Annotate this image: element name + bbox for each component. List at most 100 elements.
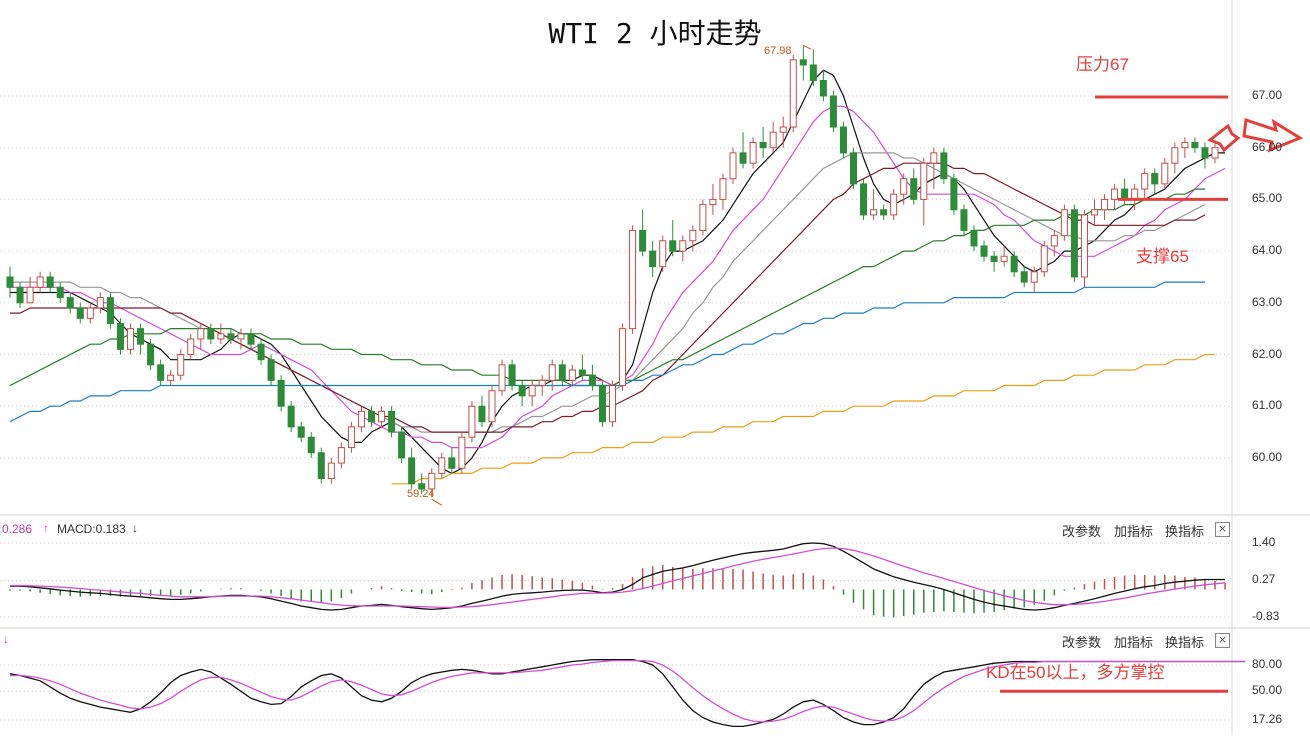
candle-body xyxy=(378,410,386,423)
candle-body xyxy=(187,338,195,355)
candle-body xyxy=(46,276,54,288)
candle-body xyxy=(769,131,777,149)
kd-tick-17.26: 17.26 xyxy=(1252,712,1283,726)
candle-body xyxy=(1060,209,1068,237)
candle-body xyxy=(247,333,255,345)
ma-line-ma10 xyxy=(10,105,1226,449)
candle-body xyxy=(940,152,948,180)
ma-line-ma120 xyxy=(9,281,1205,423)
candle-body xyxy=(799,59,807,66)
kd-tick-50.00: 50.00 xyxy=(1252,683,1283,698)
candle-body xyxy=(749,142,757,164)
candle-body xyxy=(1151,173,1159,185)
macd-close-icon[interactable]: × xyxy=(1215,522,1230,537)
candle-body xyxy=(337,447,345,464)
candle-body xyxy=(528,385,536,397)
candle-body xyxy=(1020,271,1028,283)
candle-body xyxy=(76,307,84,319)
candle-body xyxy=(197,328,205,340)
candle-body xyxy=(36,276,44,288)
candle-body xyxy=(66,297,74,309)
candle-body xyxy=(619,328,627,387)
candle-body xyxy=(297,426,305,438)
candle-body xyxy=(1000,255,1008,262)
price-tick-61.00: 61.00 xyxy=(1252,398,1283,413)
candle-body xyxy=(307,436,315,454)
candle-body xyxy=(126,328,135,350)
candle-body xyxy=(277,379,285,407)
candle-body xyxy=(468,405,476,438)
candle-body xyxy=(367,410,376,423)
candle-body xyxy=(257,343,265,361)
candle-body xyxy=(1040,245,1048,273)
candle-body xyxy=(1080,214,1088,278)
up-arrow-icon xyxy=(1207,123,1241,153)
candle-body xyxy=(1101,198,1109,211)
kd-edit-params-button[interactable]: 改参数 xyxy=(1062,636,1102,651)
ma-line-ma60 xyxy=(9,188,1205,387)
macd-tick--0.83: -0.83 xyxy=(1252,609,1280,623)
candle-body xyxy=(1070,209,1078,278)
candle-body xyxy=(1090,209,1099,216)
candle-body xyxy=(960,209,968,231)
candle-body xyxy=(839,126,847,154)
candle-body xyxy=(167,374,175,381)
candle-body xyxy=(1201,147,1209,159)
candle-body xyxy=(890,193,898,216)
kd-line-d xyxy=(10,659,1246,723)
kd-tick-80.00: 80.00 xyxy=(1252,657,1283,671)
candle-body xyxy=(578,369,586,376)
candle-body xyxy=(970,229,978,247)
candle-body xyxy=(629,229,637,330)
candle-body xyxy=(588,374,596,387)
low-price-label: 59.24 xyxy=(407,488,435,500)
candle-body xyxy=(1121,188,1129,200)
macd-add-indicator-button[interactable]: 加指标 xyxy=(1114,525,1154,540)
candle-body xyxy=(478,405,486,423)
candle-body xyxy=(96,297,104,309)
price-tick-60.00: 60.00 xyxy=(1252,449,1283,464)
candle-body xyxy=(860,183,868,216)
candle-body xyxy=(448,457,456,469)
candle-body xyxy=(1111,188,1119,200)
kd-note-label: KD在50以上，多方掌控 xyxy=(986,663,1165,682)
candle-body xyxy=(1141,173,1149,190)
candle-body xyxy=(639,229,647,252)
candle-body xyxy=(1171,147,1179,164)
candle-body xyxy=(829,95,837,128)
kd-add-indicator-button[interactable]: 加指标 xyxy=(1114,636,1154,651)
candle-body xyxy=(86,307,94,319)
macd-tick-0.27: 0.27 xyxy=(1252,572,1276,587)
candle-body xyxy=(267,359,275,381)
macd-edit-params-button[interactable]: 改参数 xyxy=(1062,525,1102,540)
candle-body xyxy=(699,204,707,231)
candle-body xyxy=(1010,255,1018,273)
right-arrow-icon xyxy=(1242,117,1304,153)
candle-body xyxy=(56,286,64,299)
candle-body xyxy=(106,297,114,324)
macd-switch-indicator-button[interactable]: 换指标 xyxy=(1165,525,1205,540)
support-label: 支撑65 xyxy=(1136,247,1189,266)
candle-body xyxy=(809,64,817,81)
candle-body xyxy=(317,452,325,480)
candle-body xyxy=(327,462,335,480)
candle-body xyxy=(608,385,617,423)
price-tick-67.00: 67.00 xyxy=(1252,88,1283,102)
candle-body xyxy=(789,59,797,128)
chart-title: WTI 2 小时走势 xyxy=(548,17,762,50)
kd-switch-indicator-button[interactable]: 换指标 xyxy=(1165,636,1205,651)
candle-body xyxy=(910,178,918,200)
ma-line-ma30 xyxy=(10,162,1206,433)
kd-close-icon[interactable]: × xyxy=(1215,633,1230,648)
candle-body xyxy=(1161,162,1169,185)
candle-body xyxy=(1131,188,1139,200)
candle-body xyxy=(849,152,858,185)
candle-body xyxy=(207,328,215,340)
candle-body xyxy=(347,426,355,449)
candle-body xyxy=(227,333,235,340)
candle-body xyxy=(719,178,727,200)
candle-body xyxy=(1181,142,1189,149)
candle-body xyxy=(558,364,566,381)
